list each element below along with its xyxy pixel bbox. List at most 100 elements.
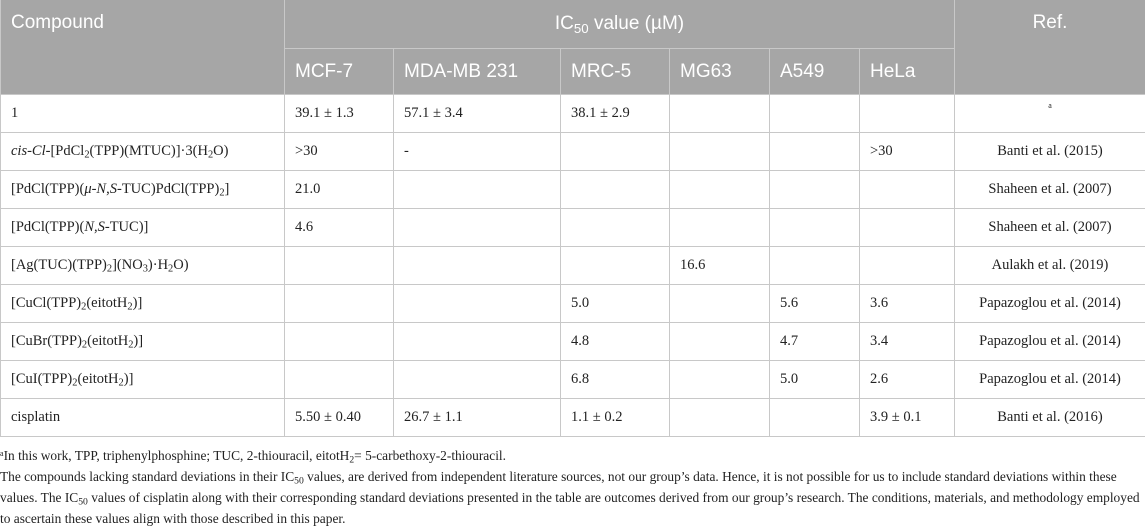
value-cell-a549	[769, 398, 860, 437]
compound-header: Compound	[0, 0, 285, 95]
ref-cell: Shaheen et al. (2007)	[954, 170, 1145, 209]
value-cell-mrc5: 38.1 ± 2.9	[560, 94, 670, 133]
ic50-prefix: IC	[554, 12, 574, 34]
ref-cell: Papazoglou et al. (2014)	[954, 360, 1145, 399]
cell-line-header: MCF-7	[284, 48, 394, 95]
footnote-mark: a	[0, 449, 4, 458]
value-cell-mrc5: 5.0	[560, 284, 670, 323]
value-cell-mcf7	[284, 322, 394, 361]
ic50-suffix: value (µM)	[588, 12, 685, 34]
value-cell-mg63	[669, 94, 770, 133]
value-cell-mg63	[669, 284, 770, 323]
table-row: cisplatin 5.50 ± 0.40 26.7 ± 1.1 1.1 ± 0.2 3…	[0, 398, 1145, 437]
table-row: [CuI(TPP)2(eitotH2)] 6.8 5.0 2.6 Papazoglou …	[0, 360, 1145, 399]
value-cell-mrc5	[560, 170, 670, 209]
value-cell-mcf7	[284, 360, 394, 399]
cell-line-header: HeLa	[859, 48, 955, 95]
value-cell-mcf7: 21.0	[284, 170, 394, 209]
value-cell-hela: 3.9 ± 0.1	[859, 398, 955, 437]
value-cell-mg63	[669, 398, 770, 437]
value-cell-mg63	[669, 170, 770, 209]
value-cell-a549: 5.0	[769, 360, 860, 399]
value-cell-mrc5: 1.1 ± 0.2	[560, 398, 670, 437]
table-row: [CuBr(TPP)2(eitotH2)] 4.8 4.7 3.4 Papazoglou…	[0, 322, 1145, 361]
value-cell-mg63	[669, 322, 770, 361]
value-cell-hela: 3.4	[859, 322, 955, 361]
table-row: [CuCl(TPP)2(eitotH2)] 5.0 5.6 3.6 Papazoglou…	[0, 284, 1145, 323]
ref-cell: Banti et al. (2016)	[954, 398, 1145, 437]
cell-line-header: MG63	[669, 48, 770, 95]
value-cell-a549	[769, 170, 860, 209]
value-cell-hela	[859, 170, 955, 209]
compound-cell: 1	[0, 94, 285, 133]
table-row: cis-Cl-[PdCl2(TPP)(MTUC)]·3(H2O) >30- >30 B…	[0, 132, 1145, 171]
value-cell-mg63	[669, 132, 770, 171]
cell-line-header: A549	[769, 48, 860, 95]
compound-cell: [Ag(TUC)(TPP)2](NO3)·H2O)	[0, 246, 285, 285]
value-cell-mcf7: 5.50 ± 0.40	[284, 398, 394, 437]
value-cell-mcf7	[284, 284, 394, 323]
table-row: [Ag(TUC)(TPP)2](NO3)·H2O) 16.6 Aulakh et a…	[0, 246, 1145, 285]
value-cell-a549	[769, 94, 860, 133]
value-cell-hela: 3.6	[859, 284, 955, 323]
ref-cell: Shaheen et al. (2007)	[954, 208, 1145, 247]
footnote-text-1: In this work, TPP, triphenylphosphine; T…	[3, 448, 506, 466]
value-cell-hela	[859, 94, 955, 133]
value-cell-mg63: 16.6	[669, 246, 770, 285]
value-cell-hela	[859, 246, 955, 285]
value-cell-mcf7: >30	[284, 132, 394, 171]
value-cell-mdamb231	[393, 208, 561, 247]
footnotes: aIn this work, TPP, triphenylphosphine; …	[0, 448, 1140, 527]
cell-line-header: MRC-5	[560, 48, 670, 95]
value-cell-mrc5	[560, 208, 670, 247]
value-cell-mdamb231	[393, 170, 561, 209]
value-cell-hela: 2.6	[859, 360, 955, 399]
value-cell-mdamb231	[393, 246, 561, 285]
value-cell-mdamb231: 57.1 ± 3.4	[393, 94, 561, 133]
value-cell-a549: 4.7	[769, 322, 860, 361]
value-cell-mdamb231: -	[393, 132, 561, 171]
ref-cell: Papazoglou et al. (2014)	[954, 322, 1145, 361]
table-row: 1 39.1 ± 1.3 57.1 ± 3.4 38.1 ± 2.9 a	[0, 94, 1145, 133]
value-cell-a549	[769, 208, 860, 247]
ic50-table: Compound IC50 value (µM) Ref. MCF-7 MDA-…	[0, 0, 1145, 437]
compound-cell: cisplatin	[0, 398, 285, 437]
value-cell-mcf7: 39.1 ± 1.3	[284, 94, 394, 133]
ref-header: Ref.	[954, 0, 1145, 95]
header-row-1: Compound IC50 value (µM) Ref.	[0, 0, 1145, 95]
compound-cell: [CuCl(TPP)2(eitotH2)]	[0, 284, 285, 323]
value-cell-mrc5	[560, 132, 670, 171]
value-cell-mrc5: 6.8	[560, 360, 670, 399]
table-row: [PdCl(TPP)(μ-N,S-TUC)PdCl(TPP)2] 21.0 Shah…	[0, 170, 1145, 209]
value-cell-a549: 5.6	[769, 284, 860, 323]
value-cell-hela	[859, 208, 955, 247]
header-row-2: MCF-7 MDA-MB 231 MRC-5 MG63 A549 HeLa	[1, 48, 1145, 95]
value-cell-mcf7: 4.6	[284, 208, 394, 247]
table-container: Compound IC50 value (µM) Ref. MCF-7 MDA-…	[0, 0, 1145, 437]
compound-cell: [CuBr(TPP)2(eitotH2)]	[0, 322, 285, 361]
value-cell-mcf7	[284, 246, 394, 285]
value-cell-a549	[769, 246, 860, 285]
ref-cell: Aulakh et al. (2019)	[954, 246, 1145, 285]
value-cell-mg63	[669, 208, 770, 247]
compound-cell: cis-Cl-[PdCl2(TPP)(MTUC)]·3(H2O)	[0, 132, 285, 171]
compound-cell: [PdCl(TPP)(μ-N,S-TUC)PdCl(TPP)2]	[0, 170, 285, 209]
value-cell-mrc5: 4.8	[560, 322, 670, 361]
value-cell-mdamb231	[393, 360, 561, 399]
footnote-line-1: aIn this work, TPP, triphenylphosphine; …	[0, 448, 1140, 469]
ref-cell: Papazoglou et al. (2014)	[954, 284, 1145, 323]
footnote-line-2: The compounds lacking standard deviation…	[0, 468, 1140, 526]
ref-cell: a	[954, 94, 1145, 133]
value-cell-mdamb231	[393, 284, 561, 323]
value-cell-mdamb231: 26.7 ± 1.1	[393, 398, 561, 437]
compound-cell: [CuI(TPP)2(eitotH2)]	[0, 360, 285, 399]
value-cell-mg63	[669, 360, 770, 399]
value-cell-mrc5	[560, 246, 670, 285]
table-body: 1 39.1 ± 1.3 57.1 ± 3.4 38.1 ± 2.9 a cis-Cl-[…	[0, 94, 1145, 437]
ic50-subscript: 50	[573, 20, 589, 36]
cell-line-header: MDA-MB 231	[393, 48, 561, 95]
value-cell-hela: >30	[859, 132, 955, 171]
value-cell-mdamb231	[393, 322, 561, 361]
table-row: [PdCl(TPP)(N,S-TUC)] 4.6 Shaheen et al. (2…	[0, 208, 1145, 247]
ref-cell: Banti et al. (2015)	[954, 132, 1145, 171]
